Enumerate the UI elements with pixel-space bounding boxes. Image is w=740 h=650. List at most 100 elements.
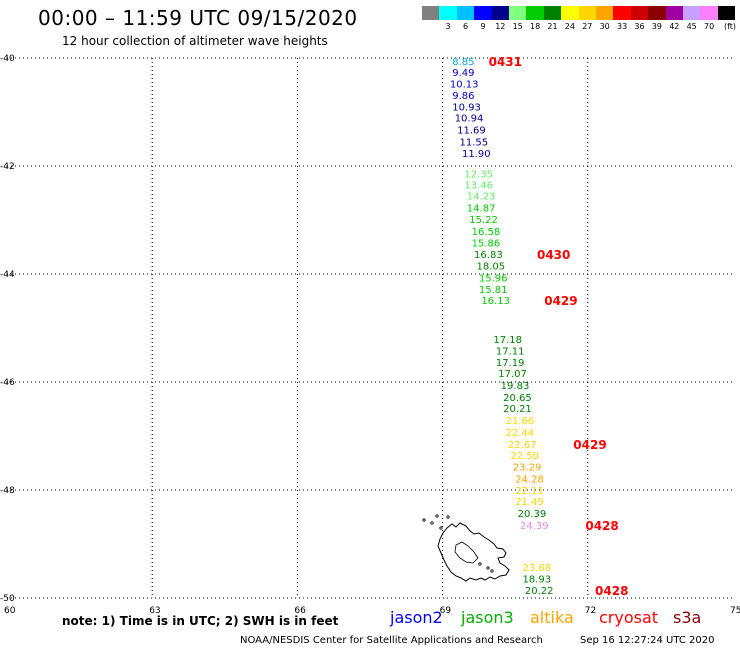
pass-time-label: 0431: [489, 55, 522, 69]
colorbar-label: 15: [512, 22, 523, 31]
swh-observation: 24.28: [515, 474, 544, 485]
lon-tick-label: 75: [730, 606, 740, 616]
inner-coastline: [454, 541, 479, 564]
swh-observation: 13.46: [464, 181, 493, 192]
small-island: [446, 515, 450, 519]
swh-observation: 16.83: [474, 250, 503, 261]
colorbar-unit: (ft): [724, 22, 737, 31]
swh-observation: 21.49: [515, 497, 544, 508]
colorbar-swatch: [422, 6, 440, 20]
small-island: [439, 526, 443, 530]
colorbar-label: 3: [445, 22, 451, 31]
lat-tick-label: -42: [0, 162, 15, 172]
colorbar-label: 18: [529, 22, 541, 31]
lat-tick-label: -40: [0, 54, 15, 64]
swh-observation: 17.11: [496, 346, 525, 357]
lon-tick-label: 66: [294, 606, 306, 616]
colorbar-swatch: [526, 6, 544, 20]
colorbar-label: 33: [616, 22, 628, 31]
swh-observation: 22.44: [506, 428, 535, 439]
lat-tick-label: -46: [0, 378, 15, 388]
pass-time-label: 0430: [537, 248, 570, 262]
small-island: [430, 521, 434, 525]
colorbar-swatch: [700, 6, 718, 20]
colorbar-swatch: [630, 6, 649, 20]
footer-timestamp: Sep 16 12:27:24 UTC 2020: [580, 635, 715, 646]
swh-observation: 15.86: [472, 238, 501, 249]
colorbar-swatch: [578, 6, 596, 20]
colorbar-swatch: [456, 6, 475, 20]
legend-altika: altika: [530, 608, 574, 627]
swh-observation: 20.39: [518, 509, 547, 520]
swh-observation: 14.87: [467, 203, 496, 214]
small-island: [490, 569, 494, 573]
colorbar-swatch: [717, 6, 736, 20]
colorbar-label: 9: [480, 22, 486, 31]
swh-observation: 12.35: [464, 169, 493, 180]
colorbar-swatch: [543, 6, 562, 20]
swh-observation: 24.39: [520, 521, 549, 532]
swh-observation: 18.05: [476, 262, 505, 273]
colorbar-label: 21: [547, 22, 558, 31]
pass-time-label: 0428: [595, 584, 628, 598]
legend-s3a: s3a: [673, 608, 702, 627]
swh-observation: 20.21: [503, 404, 532, 415]
swh-observation: 8.85: [452, 57, 474, 68]
legend-cryosat: cryosat: [599, 608, 659, 627]
swh-observation: 21.66: [506, 416, 535, 427]
pass-time-label: 0428: [585, 519, 618, 533]
colorbar-swatch: [439, 6, 457, 20]
swh-observation: 17.19: [496, 358, 525, 369]
colorbar-label: 42: [669, 22, 680, 31]
swh-observation: 23.29: [513, 463, 542, 474]
lon-tick-label: 69: [440, 606, 452, 616]
small-island: [486, 566, 490, 570]
colorbar-swatch: [561, 6, 579, 20]
colorbar-label: 24: [564, 22, 575, 31]
colorbar-label: 30: [599, 22, 610, 31]
colorbar-swatch: [596, 6, 614, 20]
swh-observation: 17.18: [493, 335, 522, 346]
lon-tick-label: 63: [149, 606, 160, 616]
colorbar-swatch: [683, 6, 701, 20]
swh-observation: 11.55: [460, 137, 489, 148]
colorbar-swatch: [509, 6, 527, 20]
pass-time-label: 0429: [573, 438, 606, 452]
swh-observation: 16.58: [472, 227, 501, 238]
colorbar-swatch: [648, 6, 666, 20]
colorbar-label: 39: [651, 22, 662, 31]
swh-observation: 9.49: [452, 68, 474, 79]
colorbar-label: 70: [703, 22, 715, 31]
colorbar-label: 45: [686, 22, 697, 31]
colorbar-label: 36: [634, 22, 645, 31]
lat-tick-label: -48: [0, 486, 15, 496]
colorbar-label: 6: [462, 22, 469, 31]
colorbar-label: 12: [495, 22, 506, 31]
lon-tick-label: 72: [585, 606, 596, 616]
colorbar-swatch: [665, 6, 683, 20]
colorbar-swatch: [613, 6, 631, 20]
legend-jason3: jason3: [461, 608, 514, 627]
swh-observation: 17.07: [498, 369, 527, 380]
page-subtitle: 12 hour collection of altimeter wave hei…: [62, 34, 328, 48]
swh-observation: 20.65: [503, 393, 532, 404]
swh-observation: 10.13: [450, 80, 479, 91]
swh-observation: 9.86: [452, 91, 474, 102]
footer-credit: NOAA/NESDIS Center for Satellite Applica…: [240, 635, 543, 646]
lat-tick-label: -44: [0, 270, 15, 280]
swh-observation: 15.96: [479, 274, 508, 285]
swh-observation: 19.83: [501, 381, 530, 392]
swh-observation: 23.68: [522, 563, 551, 574]
swh-observation: 15.81: [479, 285, 508, 296]
units-note: note: 1) Time is in UTC; 2) SWH is in fe…: [62, 614, 339, 628]
pass-time-label: 0429: [544, 294, 577, 308]
small-island: [478, 562, 482, 566]
swh-observation: 14.23: [467, 191, 496, 202]
swh-observation: 10.93: [452, 102, 481, 113]
swh-observation: 22.50: [510, 451, 539, 462]
small-island: [422, 518, 426, 522]
swh-observation: 16.13: [481, 296, 510, 307]
colorbar-label: 27: [582, 22, 593, 31]
swh-observation: 10.94: [455, 114, 484, 125]
